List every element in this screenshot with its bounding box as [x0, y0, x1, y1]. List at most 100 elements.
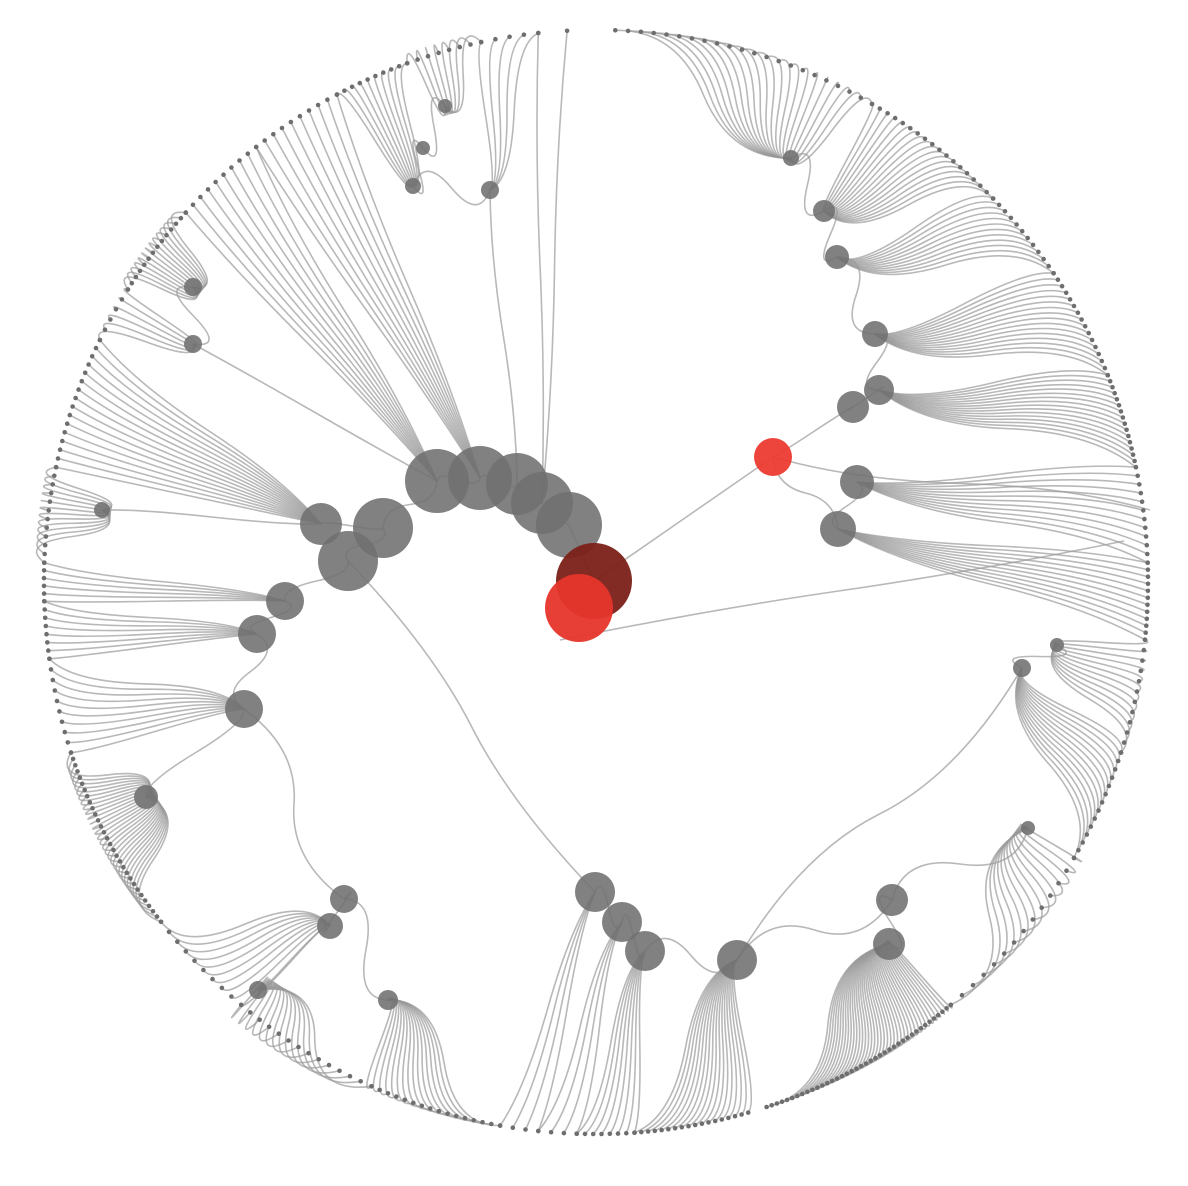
leaf-node	[1088, 824, 1094, 829]
leaf-node	[1139, 499, 1145, 505]
internal-node	[837, 391, 869, 423]
internal-node	[820, 511, 856, 547]
hub-link	[176, 285, 210, 346]
leaf-node	[159, 238, 165, 244]
leaf-node	[561, 1130, 567, 1136]
leaf-node	[1071, 855, 1077, 861]
leaf-link	[257, 985, 319, 1064]
leaf-node	[931, 1016, 937, 1021]
leaf-link	[837, 528, 1148, 606]
leaf-node	[652, 1128, 658, 1134]
leaf-node	[824, 78, 829, 83]
leaf-link	[38, 509, 111, 520]
leaf-link	[856, 479, 1140, 488]
leaf-link	[661, 959, 738, 1131]
leaf-node	[1014, 222, 1019, 227]
leaf-node	[50, 482, 55, 487]
hub-link	[101, 509, 322, 525]
leaf-link	[874, 284, 1063, 337]
leaf-node	[245, 151, 251, 156]
leaf-node	[205, 187, 211, 192]
leaf-node	[42, 560, 47, 565]
leaf-node	[521, 32, 527, 37]
leaf-link	[878, 389, 1126, 425]
internal-node	[317, 913, 343, 939]
leaf-link	[823, 155, 955, 217]
leaf-node	[789, 1095, 795, 1101]
leaf-node	[990, 196, 996, 201]
leaf-node	[93, 812, 98, 817]
leaf-node	[1109, 775, 1115, 780]
internal-node	[862, 321, 888, 347]
internal-node	[575, 872, 615, 912]
internal-node	[378, 990, 398, 1010]
leaf-link	[69, 414, 322, 525]
leaf-link	[257, 984, 299, 1053]
leaf-link	[39, 506, 112, 514]
leaf-node	[1080, 840, 1085, 845]
leaf-node	[659, 1127, 664, 1133]
leaf-link	[433, 44, 451, 115]
leaf-node	[41, 575, 47, 581]
leaf-node	[1106, 783, 1112, 789]
hub-link	[736, 899, 893, 961]
leaf-node	[478, 39, 484, 45]
leaf-node	[869, 101, 875, 107]
leaf-node	[548, 1129, 554, 1135]
leaf-node	[863, 1061, 869, 1066]
leaf-node	[1138, 668, 1144, 674]
hub-link	[145, 708, 245, 798]
leaf-link	[489, 32, 539, 191]
leaf-node	[877, 106, 883, 111]
leaf-link	[836, 195, 994, 261]
leaf-node	[1145, 560, 1150, 565]
leaf-node	[645, 1129, 651, 1134]
leaf-link	[290, 121, 481, 479]
leaf-node	[42, 615, 48, 621]
leaf-node	[1107, 378, 1113, 384]
leaf-node	[42, 551, 47, 557]
leaf-node	[752, 50, 757, 56]
leaf-node	[900, 120, 906, 126]
hub-link	[736, 667, 1023, 961]
internal-node	[438, 99, 452, 113]
leaf-node	[844, 1071, 850, 1076]
leaf-node	[1141, 647, 1147, 653]
leaf-link	[837, 528, 1147, 627]
leaf-node	[1030, 242, 1036, 248]
leaf-node	[944, 1006, 949, 1011]
leaf-node	[357, 80, 363, 86]
leaf-link	[874, 272, 1054, 336]
leaf-node	[1064, 868, 1069, 873]
leaf-node	[57, 709, 62, 714]
leaf-node	[1079, 317, 1084, 322]
leaf-node	[47, 499, 53, 505]
leaf-node	[854, 1066, 859, 1071]
leaf-link	[950, 827, 1029, 1006]
leaf-node	[45, 516, 50, 522]
leaf-node	[639, 1129, 644, 1135]
leaf-node	[1086, 330, 1091, 336]
internal-node	[813, 200, 835, 222]
leaf-node	[810, 1087, 815, 1093]
leaf-link	[878, 374, 1111, 397]
hub-link	[412, 170, 491, 206]
leaf-node	[369, 1084, 374, 1089]
leaf-node	[358, 1079, 364, 1084]
leaf-node	[411, 1100, 416, 1106]
leaf-node	[922, 1022, 928, 1028]
leaf-link	[424, 47, 449, 116]
leaf-node	[306, 108, 312, 113]
leaf-node	[582, 1131, 588, 1137]
leaf-node	[257, 1017, 263, 1022]
leaf-link	[837, 528, 1149, 585]
leaf-node	[1142, 637, 1148, 642]
leaf-link	[317, 104, 481, 479]
leaf-node	[739, 47, 745, 52]
hub-link	[192, 343, 438, 482]
leaf-node	[46, 648, 51, 653]
leaf-node	[95, 818, 101, 823]
leaf-node	[73, 395, 78, 401]
internal-node	[318, 531, 378, 591]
